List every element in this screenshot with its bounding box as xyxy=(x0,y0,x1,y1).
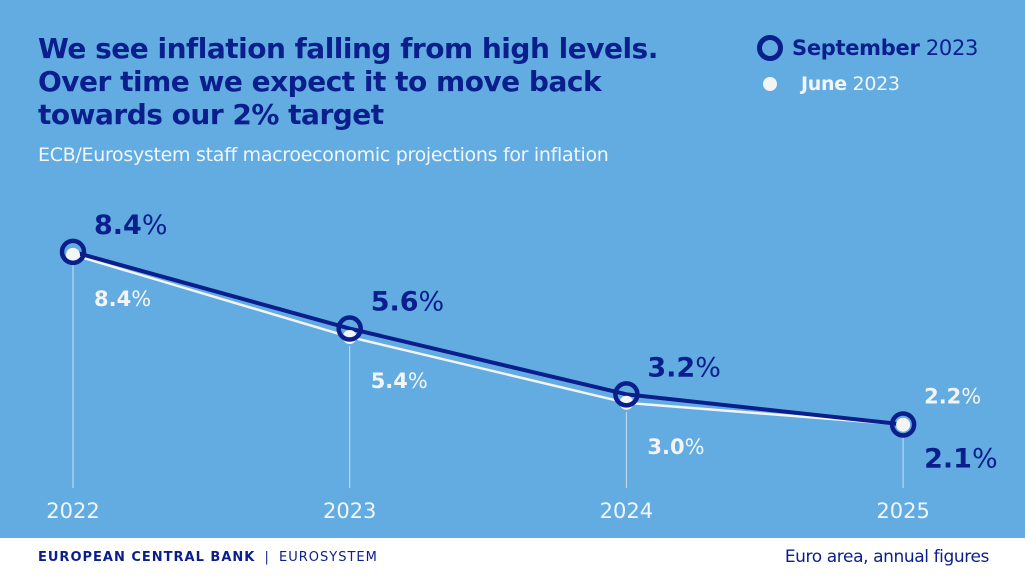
label-percent: % xyxy=(131,287,151,311)
dot-icon xyxy=(763,77,777,91)
data-label-june: 2.2% xyxy=(924,384,981,408)
footnote: Euro area, annual figures xyxy=(784,547,990,567)
title-line: towards our 2% target xyxy=(38,98,384,131)
x-tick-label: 2025 xyxy=(876,499,929,523)
legend-item-september: September 2023 xyxy=(757,33,978,63)
data-point-june xyxy=(66,247,80,262)
chart-panel: We see inflation falling from high level… xyxy=(0,0,1025,538)
data-label-june: 3.0% xyxy=(647,435,704,459)
legend-label-year: 2023 xyxy=(919,36,979,60)
label-number: 2.1 xyxy=(924,443,972,474)
x-tick-label: 2023 xyxy=(323,499,376,523)
data-label-september: 5.6% xyxy=(371,287,445,318)
legend-label-year: 2023 xyxy=(846,73,900,95)
label-percent: % xyxy=(419,287,445,318)
data-point-september xyxy=(613,381,640,408)
data-label-june: 8.4% xyxy=(94,287,151,311)
label-number: 8.4 xyxy=(94,287,131,311)
label-percent: % xyxy=(142,210,168,241)
brand-eurosystem: EUROSYSTEM xyxy=(279,550,378,565)
title-line: Over time we expect it to move back xyxy=(38,65,602,98)
series-line-june xyxy=(72,253,904,426)
label-percent: % xyxy=(695,352,721,383)
data-point-september xyxy=(336,315,363,342)
legend-item-june: June 2023 xyxy=(757,69,978,99)
ring-icon xyxy=(757,35,783,61)
legend-label-bold: September xyxy=(792,36,920,60)
series-line-september xyxy=(72,249,904,427)
x-tick-label: 2024 xyxy=(600,499,653,523)
data-point-september xyxy=(889,411,917,438)
label-number: 5.4 xyxy=(371,369,408,393)
data-label-september: 3.2% xyxy=(647,352,721,383)
label-number: 8.4 xyxy=(94,210,142,241)
label-percent: % xyxy=(972,443,998,474)
label-number: 2.2 xyxy=(924,384,961,408)
data-point-june xyxy=(896,417,911,432)
line-chart: 8.4%5.6%3.2%2.1%8.4%5.4%3.0%2.2% 2022 202… xyxy=(46,210,998,523)
brand-divider: | xyxy=(264,550,270,565)
data-label-june: 5.4% xyxy=(371,369,428,393)
data-point-september xyxy=(59,238,87,266)
legend-label: June 2023 xyxy=(801,73,900,95)
data-label-september: 8.4% xyxy=(94,210,168,241)
label-number: 5.6 xyxy=(371,287,419,318)
label-number: 3.0 xyxy=(647,435,684,459)
x-tick-label: 2022 xyxy=(46,499,99,523)
chart-title: We see inflation falling from high level… xyxy=(38,32,658,131)
label-percent: % xyxy=(961,384,981,408)
legend: September 2023 June 2023 xyxy=(757,33,978,99)
chart-subtitle: ECB/Eurosystem staff macroeconomic proje… xyxy=(38,144,609,166)
data-label-september: 2.1% xyxy=(924,443,998,474)
title-line: We see inflation falling from high level… xyxy=(38,32,658,65)
label-percent: % xyxy=(685,435,705,459)
ecb-brand-logo: EUROPEAN CENTRAL BANK | EUROSYSTEM xyxy=(38,550,378,565)
legend-label-bold: June xyxy=(801,73,847,95)
label-percent: % xyxy=(408,369,428,393)
brand-name: EUROPEAN CENTRAL BANK xyxy=(38,550,256,565)
legend-label: September 2023 xyxy=(792,36,978,60)
footer: EUROPEAN CENTRAL BANK | EUROSYSTEM Euro … xyxy=(0,538,1025,577)
label-number: 3.2 xyxy=(647,352,695,383)
